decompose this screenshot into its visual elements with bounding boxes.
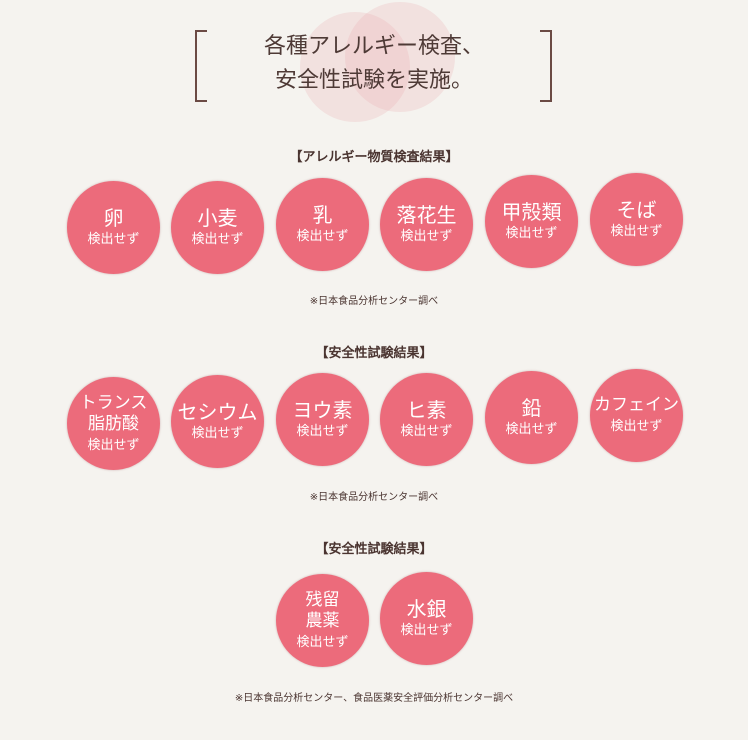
item-result: 検出せず [400,622,453,638]
result-badge: ヨウ素 検出せず [276,373,369,466]
source-note: ※日本食品分析センター、食品医薬安全評価分析センター調べ [234,693,514,704]
item-result: 検出せず [400,228,453,244]
title-line-1: 各種アレルギー検査、 [263,34,484,59]
result-badge: 残留 農薬 検出せず [276,574,369,667]
item-result: 検出せず [296,423,349,439]
item-name: トランス 脂肪酸 [79,392,148,434]
result-badge: ヒ素 検出せず [380,373,473,466]
item-name: 落花生 [396,202,457,227]
result-badge: カフェイン 検出せず [590,369,683,462]
item-name: そば [616,197,657,222]
item-name: 鉛 [521,395,542,420]
item-result: 検出せず [191,425,244,441]
section-heading: 【アレルギー物質検査結果】 [289,150,459,165]
result-badge: 乳検出せず [276,178,369,271]
result-badge: 水銀 検出せず [380,572,473,665]
item-name: 卵 [103,205,124,230]
item-result: 検出せず [610,223,663,239]
item-result: 検出せず [87,437,140,453]
section-heading: 【安全性試験結果】 [315,542,433,557]
item-name: 乳 [312,202,333,227]
result-badge: 小麦 検出せず [171,181,264,274]
decorative-blob [300,12,410,122]
item-name: カフェイン [594,395,679,415]
item-name: ヒ素 [406,397,447,422]
item-result: 検出せず [400,423,453,439]
source-note: ※日本食品分析センター調べ [309,492,439,503]
item-result: 検出せず [610,419,663,434]
result-badge: 卵検出せず [67,181,160,274]
item-result: 検出せず [505,421,558,437]
item-name: 小麦 [197,205,238,230]
item-name: ヨウ素 [292,397,353,422]
right-bracket [540,30,552,102]
item-result: 検出せず [296,634,349,650]
item-name: 甲殻類 [501,199,562,224]
item-result: 検出せず [191,231,244,247]
item-name: 残留 農薬 [305,589,340,631]
result-badge: 甲殻類 検出せず [485,175,578,268]
decorative-blob [345,2,455,112]
item-result: 検出せず [505,225,558,241]
title-line-2: 安全性試験を実施。 [274,68,473,93]
left-bracket [195,30,207,102]
item-result: 検出せず [296,228,349,244]
result-badge: 鉛検出せず [485,371,578,464]
result-badge: セシウム 検出せず [171,375,264,468]
source-note: ※日本食品分析センター調べ [309,296,439,307]
result-badge: そば 検出せず [590,173,683,266]
item-name: 水銀 [406,596,447,621]
result-badge: 落花生 検出せず [380,178,473,271]
item-result: 検出せず [87,231,140,247]
section-heading: 【安全性試験結果】 [315,346,433,361]
result-badge: トランス 脂肪酸検出せず [67,377,160,470]
page-title: 各種アレルギー検査、 安全性試験を実施。 [200,30,548,98]
item-name: セシウム [177,399,258,424]
